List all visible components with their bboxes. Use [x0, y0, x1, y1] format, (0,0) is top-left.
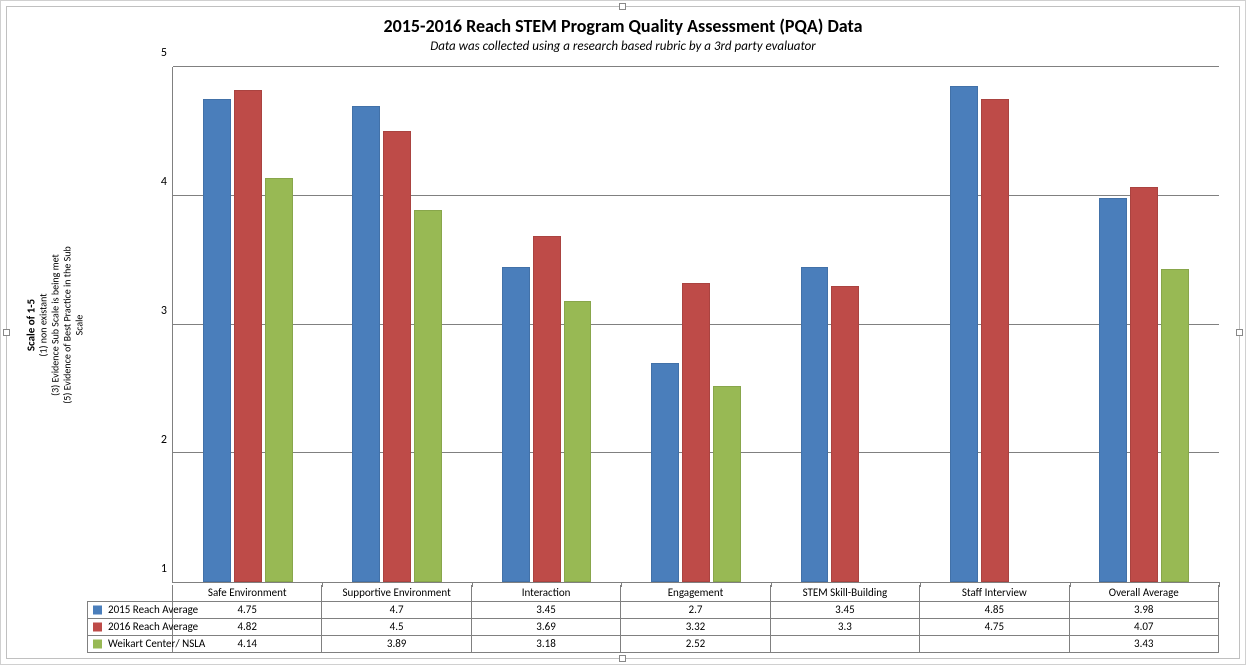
chart-subtitle: Data was collected using a research base… [7, 39, 1239, 54]
y-tick-label: 3 [147, 304, 167, 318]
data-cell: 4.07 [1069, 618, 1218, 635]
bar [564, 301, 592, 582]
data-cell: 4.85 [920, 601, 1069, 618]
data-cell: 3.3 [770, 618, 919, 635]
data-cell: 2.52 [621, 635, 770, 652]
data-cell: 4.75 [920, 618, 1069, 635]
data-cell: 3.98 [1069, 601, 1218, 618]
category-header: Safe Environment [173, 585, 322, 601]
data-cell: 3.32 [621, 618, 770, 635]
y-tick-label: 4 [147, 175, 167, 189]
chart-container: 2015-2016 Reach STEM Program Quality Ass… [6, 6, 1240, 659]
bar [383, 131, 411, 582]
legend-swatch [93, 622, 102, 631]
data-cell: 3.18 [471, 635, 620, 652]
data-cell [770, 635, 919, 652]
y-axis-title-wrap: Scale of 1-5 (1) non existant (3) Eviden… [25, 67, 85, 583]
data-table: Safe EnvironmentSupportive EnvironmentIn… [87, 585, 1219, 653]
data-cell: 3.45 [770, 601, 919, 618]
series-row-head: Weikart Center/ NSLA [88, 635, 173, 652]
bar [203, 99, 231, 582]
resize-handle-left[interactable] [3, 329, 10, 336]
plot-wrap: 12345 [87, 67, 1219, 583]
y-tick-label: 5 [147, 46, 167, 60]
y-tick-label: 1 [147, 562, 167, 576]
title-block: 2015-2016 Reach STEM Program Quality Ass… [7, 7, 1239, 54]
y-axis-title: Scale of 1-5 (1) non existant (3) Eviden… [24, 235, 85, 415]
series-name: Weikart Center/ NSLA [108, 637, 205, 650]
data-cell: 4.5 [322, 618, 471, 635]
y-tick-label: 2 [147, 433, 167, 447]
bar [1130, 187, 1158, 582]
bar [950, 86, 978, 582]
series-name: 2016 Reach Average [108, 620, 198, 633]
bar [713, 386, 741, 582]
resize-handle-bottom[interactable] [619, 655, 626, 662]
data-cell: 4.7 [322, 601, 471, 618]
category-header: Interaction [471, 585, 620, 601]
data-cell: 3.69 [471, 618, 620, 635]
series-name: 2015 Reach Average [108, 603, 198, 616]
x-tick [1219, 582, 1220, 587]
gridline [173, 195, 1219, 196]
plot-area [172, 67, 1219, 583]
bar [414, 210, 442, 582]
category-header: STEM Skill-Building [770, 585, 919, 601]
legend-swatch [93, 639, 102, 648]
data-cell: 3.43 [1069, 635, 1218, 652]
bar [533, 236, 561, 582]
data-cell: 2.7 [621, 601, 770, 618]
category-header: Engagement [621, 585, 770, 601]
bar [502, 267, 530, 582]
data-cell [920, 635, 1069, 652]
category-header: Staff Interview [920, 585, 1069, 601]
y-axis-title-line-2: (5) Evidence of Best Practice in the Sub… [61, 246, 86, 403]
chart-title: 2015-2016 Reach STEM Program Quality Ass… [7, 15, 1239, 37]
category-header: Supportive Environment [322, 585, 471, 601]
bar [831, 286, 859, 582]
series-row-head: 2015 Reach Average [88, 601, 173, 618]
category-header: Overall Average [1069, 585, 1218, 601]
bar [682, 283, 710, 582]
bar [234, 90, 262, 582]
bar [651, 363, 679, 582]
resize-handle-right[interactable] [1236, 329, 1243, 336]
data-table-table: Safe EnvironmentSupportive EnvironmentIn… [87, 585, 1219, 653]
gridline [173, 66, 1219, 67]
series-row-head: 2016 Reach Average [88, 618, 173, 635]
resize-handle-top[interactable] [619, 3, 626, 10]
data-cell: 3.45 [471, 601, 620, 618]
bar [981, 99, 1009, 582]
bar [1161, 269, 1189, 582]
bar [265, 178, 293, 582]
bar [1099, 198, 1127, 582]
bar [801, 267, 829, 582]
bar [352, 106, 380, 582]
legend-swatch [93, 605, 102, 614]
data-cell: 3.89 [322, 635, 471, 652]
